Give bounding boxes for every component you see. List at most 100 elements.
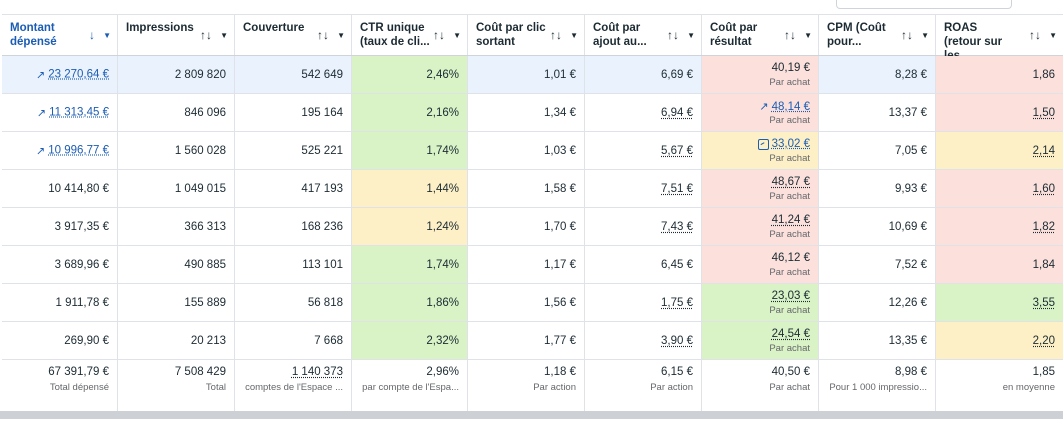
- cell-cost-per-add-to-cart: 6,45 €: [585, 246, 702, 283]
- table-row[interactable]: ↗ 23 270,64 € 2 809 820 542 649 2,46% 1,01 € 6…: [2, 56, 1063, 94]
- cell-value[interactable]: 6,94 €: [661, 106, 693, 119]
- sort-icon[interactable]: ↑↓: [901, 28, 913, 42]
- total-cell-cost-per-outbound-click: 1,18 € Par action: [468, 360, 585, 418]
- cell-spend[interactable]: ↗ 10 996,77 €: [2, 132, 118, 169]
- cell-value-wrap: 490 885: [184, 259, 226, 271]
- cell-cost-per-result[interactable]: 41,24 € Par achat: [702, 208, 819, 245]
- cell-subtext: Par achat: [769, 153, 810, 164]
- cell-roas[interactable]: 1,50: [936, 94, 1063, 131]
- cell-spend[interactable]: ↗ 11 313,45 €: [2, 94, 118, 131]
- cell-value-link[interactable]: 10 996,77 €: [48, 144, 109, 157]
- cell-value[interactable]: 5,67 €: [661, 144, 693, 157]
- table-row[interactable]: 1 911,78 € 155 889 56 818 1,86% 1,56 € 1,75 €…: [2, 284, 1063, 322]
- cell-value[interactable]: 1,50: [1032, 106, 1055, 119]
- column-menu-chevron-icon[interactable]: ▼: [570, 31, 578, 40]
- column-menu-chevron-icon[interactable]: ▼: [687, 31, 695, 40]
- column-menu-chevron-icon[interactable]: ▼: [1049, 31, 1057, 40]
- cell-value[interactable]: 23,03 €: [771, 290, 810, 302]
- cell-value[interactable]: 41,24 €: [771, 214, 810, 226]
- column-menu-chevron-icon[interactable]: ▼: [220, 31, 228, 40]
- cell-roas[interactable]: 3,55: [936, 284, 1063, 321]
- sort-icon[interactable]: ↑↓: [200, 28, 212, 42]
- sort-descending-icon[interactable]: ↓: [89, 28, 95, 42]
- column-header-ctr-unique[interactable]: CTR unique (taux de cli... ↑↓ ▼: [352, 15, 468, 55]
- sort-icon[interactable]: ↑↓: [433, 28, 445, 42]
- column-group-bracket: [836, 0, 1012, 9]
- table-row[interactable]: ↗ 11 313,45 €846 096 195 164 2,16% 1,34 €6,9…: [2, 94, 1063, 132]
- cell-value-wrap: 7,05 €: [895, 145, 927, 157]
- cell-value-link[interactable]: 23 270,64 €: [48, 68, 109, 81]
- cell-ctr-unique: 1,24%: [352, 208, 468, 245]
- cell-value[interactable]: 1,60: [1032, 182, 1055, 195]
- table-row[interactable]: 3 917,35 € 366 313 168 236 1,24% 1,70 € 7,43 …: [2, 208, 1063, 246]
- column-header-label: Coût par résultat: [710, 22, 758, 48]
- table-row[interactable]: 269,90 € 20 213 7 668 2,32% 1,77 € 3,90 € 24,5…: [2, 322, 1063, 360]
- cell-value[interactable]: 1 140 373: [291, 366, 343, 378]
- cell-cost-per-add-to-cart[interactable]: 5,67 €: [585, 132, 702, 169]
- column-header-label: CPM (Coût pour...: [827, 22, 886, 48]
- column-menu-chevron-icon[interactable]: ▼: [103, 31, 111, 40]
- sort-icon[interactable]: ↑↓: [317, 28, 329, 42]
- cell-spend[interactable]: ↗ 23 270,64 €: [2, 56, 118, 93]
- cell-roas[interactable]: 1,60: [936, 170, 1063, 207]
- cell-cost-per-add-to-cart[interactable]: 6,94 €: [585, 94, 702, 131]
- cell-value[interactable]: 48,67 €: [771, 176, 810, 188]
- cell-cost-per-add-to-cart[interactable]: 7,43 €: [585, 208, 702, 245]
- sort-icon[interactable]: ↑↓: [784, 28, 796, 42]
- cell-value: 1,84: [1032, 258, 1055, 271]
- table-row[interactable]: 3 689,96 € 490 885 113 101 1,74% 1,17 € 6,45 …: [2, 246, 1063, 284]
- cell-value[interactable]: 3,90 €: [661, 334, 693, 347]
- cell-cost-per-add-to-cart[interactable]: 1,75 €: [585, 284, 702, 321]
- cell-cost-per-result[interactable]: 33,02 € Par achat: [702, 132, 819, 169]
- column-header-impressions[interactable]: Impressions ↑↓ ▼: [118, 15, 235, 55]
- column-header-cost-per-outbound-click[interactable]: Coût par clic sortant ↑↓ ▼: [468, 15, 585, 55]
- cell-value: 542 649: [301, 68, 343, 81]
- sort-icon[interactable]: ↑↓: [550, 28, 562, 42]
- cell-value[interactable]: 3,55: [1032, 296, 1055, 309]
- cell-subtext: Par achat: [769, 191, 810, 202]
- cell-cost-per-result[interactable]: 48,67 € Par achat: [702, 170, 819, 207]
- column-header-cpm[interactable]: CPM (Coût pour... ↑↓ ▼: [819, 15, 936, 55]
- table-row[interactable]: ↗ 10 996,77 € 1 560 028 525 221 1,74% 1,03 € 5…: [2, 132, 1063, 170]
- column-header-cost-per-result[interactable]: Coût par résultat ↑↓ ▼: [702, 15, 819, 55]
- cell-roas[interactable]: 2,20: [936, 322, 1063, 359]
- cell-roas[interactable]: 2,14: [936, 132, 1063, 169]
- cell-value-wrap: 417 193: [301, 183, 343, 195]
- cell-cost-per-result[interactable]: 24,54 € Par achat: [702, 322, 819, 359]
- cell-cost-per-result[interactable]: ↗ 48,14 € Par achat: [702, 94, 819, 131]
- cell-value[interactable]: 7,43 €: [661, 220, 693, 233]
- cell-cpm: 8,28 €: [819, 56, 936, 93]
- cell-value: 1 911,78 €: [55, 296, 109, 309]
- cell-value: 3 917,35 €: [54, 220, 109, 233]
- cell-value-wrap: 56 818: [308, 297, 343, 309]
- sort-icon[interactable]: ↑↓: [1029, 28, 1041, 42]
- column-menu-chevron-icon[interactable]: ▼: [804, 31, 812, 40]
- total-cell-reach[interactable]: 1 140 373 comptes de l'Espace ...: [235, 360, 352, 418]
- cell-cost-per-add-to-cart[interactable]: 7,51 €: [585, 170, 702, 207]
- cell-value: 13,37 €: [888, 106, 927, 119]
- cell-value[interactable]: 2,20: [1032, 334, 1055, 347]
- column-menu-chevron-icon[interactable]: ▼: [453, 31, 461, 40]
- cell-roas[interactable]: 1,82: [936, 208, 1063, 245]
- column-menu-chevron-icon[interactable]: ▼: [921, 31, 929, 40]
- table-row[interactable]: 10 414,80 € 1 049 015 417 193 1,44% 1,58 € 7,…: [2, 170, 1063, 208]
- column-header-reach[interactable]: Couverture ↑↓ ▼: [235, 15, 352, 55]
- cell-value[interactable]: 1,82: [1032, 220, 1055, 233]
- column-header-spend[interactable]: Montant dépensé ↓ ▼: [2, 15, 118, 55]
- cell-value-link[interactable]: 48,14 €: [771, 100, 810, 113]
- cell-cost-per-result[interactable]: 23,03 € Par achat: [702, 284, 819, 321]
- cell-value-link[interactable]: 11 313,45 €: [49, 106, 109, 119]
- cell-value[interactable]: 1,75 €: [661, 296, 693, 309]
- column-header-roas[interactable]: ROAS (retour sur les...↑↓▼: [936, 15, 1063, 62]
- cell-value: 8,98 €: [895, 366, 927, 378]
- column-header-cost-per-add-to-cart[interactable]: Coût par ajout au... ↑↓ ▼: [585, 15, 702, 55]
- cell-value-wrap: 846 096: [184, 107, 226, 119]
- horizontal-scrollbar[interactable]: [0, 411, 1063, 419]
- cell-value[interactable]: 2,14: [1032, 144, 1055, 157]
- column-menu-chevron-icon[interactable]: ▼: [337, 31, 345, 40]
- cell-value[interactable]: 7,51 €: [661, 182, 693, 195]
- sort-icon[interactable]: ↑↓: [667, 28, 679, 42]
- cell-value[interactable]: 24,54 €: [771, 328, 810, 340]
- cell-cost-per-add-to-cart[interactable]: 3,90 €: [585, 322, 702, 359]
- cell-value-link[interactable]: 33,02 €: [771, 138, 810, 150]
